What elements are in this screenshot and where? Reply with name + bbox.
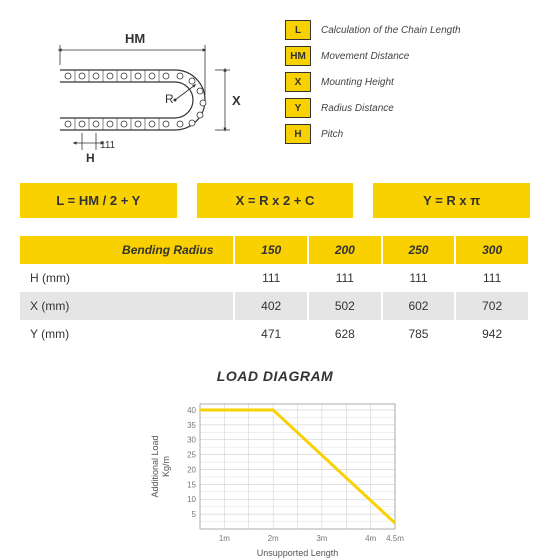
hm-label: HM xyxy=(125,31,145,46)
svg-text:4m: 4m xyxy=(365,534,376,543)
svg-text:2m: 2m xyxy=(268,534,279,543)
table-cell: 111 xyxy=(234,264,308,292)
svg-text:10: 10 xyxy=(187,495,196,504)
svg-text:20: 20 xyxy=(187,465,196,474)
x-label: X xyxy=(232,93,241,108)
formula: X = R x 2 + C xyxy=(197,183,354,218)
table-cell: 942 xyxy=(455,320,529,348)
h-value: 111 xyxy=(100,140,116,151)
legend-row: HM Movement Distance xyxy=(285,46,530,66)
svg-text:15: 15 xyxy=(187,480,196,489)
legend-symbol: HM xyxy=(285,46,311,66)
legend-text: Pitch xyxy=(321,129,343,140)
table-row: X (mm)402502602702 xyxy=(20,292,529,320)
svg-text:4.5m: 4.5m xyxy=(386,534,404,543)
table-cell: 628 xyxy=(308,320,382,348)
legend-text: Calculation of the Chain Length xyxy=(321,25,461,36)
formula: Y = R x π xyxy=(373,183,530,218)
table-header: 250 xyxy=(382,236,456,264)
load-diagram-chart: 5 10 15 20 25 30 35 40 1m 2m 3m 4m 4.5m Additional Lo… xyxy=(145,394,405,559)
legend-row: H Pitch xyxy=(285,124,530,144)
svg-text:35: 35 xyxy=(187,421,196,430)
legend-symbol: X xyxy=(285,72,311,92)
load-diagram-title: LOAD DIAGRAM xyxy=(20,368,530,384)
table-cell: 471 xyxy=(234,320,308,348)
table-header: 150 xyxy=(234,236,308,264)
svg-text:Additional LoadKg/m: Additional LoadKg/m xyxy=(150,435,171,497)
legend-row: Y Radius Distance xyxy=(285,98,530,118)
table-cell: 785 xyxy=(382,320,456,348)
table-cell: 502 xyxy=(308,292,382,320)
r-label: R xyxy=(165,92,174,106)
svg-text:30: 30 xyxy=(187,436,196,445)
table-cell: 402 xyxy=(234,292,308,320)
table-row: Y (mm)471628785942 xyxy=(20,320,529,348)
legend-row: X Mounting Height xyxy=(285,72,530,92)
legend-text: Mounting Height xyxy=(321,77,394,88)
table-cell: Y (mm) xyxy=(20,320,234,348)
svg-text:3m: 3m xyxy=(316,534,327,543)
h-label: H xyxy=(86,151,95,165)
svg-text:25: 25 xyxy=(187,451,196,460)
legend-text: Movement Distance xyxy=(321,51,409,62)
table-row: H (mm)111111111111 xyxy=(20,264,529,292)
legend-symbol: H xyxy=(285,124,311,144)
table-header: Bending Radius xyxy=(20,236,234,264)
table-header: 300 xyxy=(455,236,529,264)
formula: L = HM / 2 + Y xyxy=(20,183,177,218)
legend-symbol: L xyxy=(285,20,311,40)
legend-row: L Calculation of the Chain Length xyxy=(285,20,530,40)
svg-text:40: 40 xyxy=(187,406,196,415)
table-cell: 702 xyxy=(455,292,529,320)
table-cell: 602 xyxy=(382,292,456,320)
legend-symbol: Y xyxy=(285,98,311,118)
table-cell: 111 xyxy=(455,264,529,292)
formulas-row: L = HM / 2 + Y X = R x 2 + C Y = R x π xyxy=(20,183,530,218)
bending-radius-table: Bending Radius150200250300 H (mm)1111111… xyxy=(20,236,530,348)
table-cell: H (mm) xyxy=(20,264,234,292)
table-cell: 111 xyxy=(382,264,456,292)
table-cell: X (mm) xyxy=(20,292,234,320)
table-header: 200 xyxy=(308,236,382,264)
svg-text:5: 5 xyxy=(192,510,197,519)
svg-text:1m: 1m xyxy=(219,534,230,543)
chain-diagram: HM R X 111 H xyxy=(20,15,260,165)
legend: L Calculation of the Chain Length HM Moveme… xyxy=(285,15,530,165)
table-cell: 111 xyxy=(308,264,382,292)
legend-text: Radius Distance xyxy=(321,103,394,114)
